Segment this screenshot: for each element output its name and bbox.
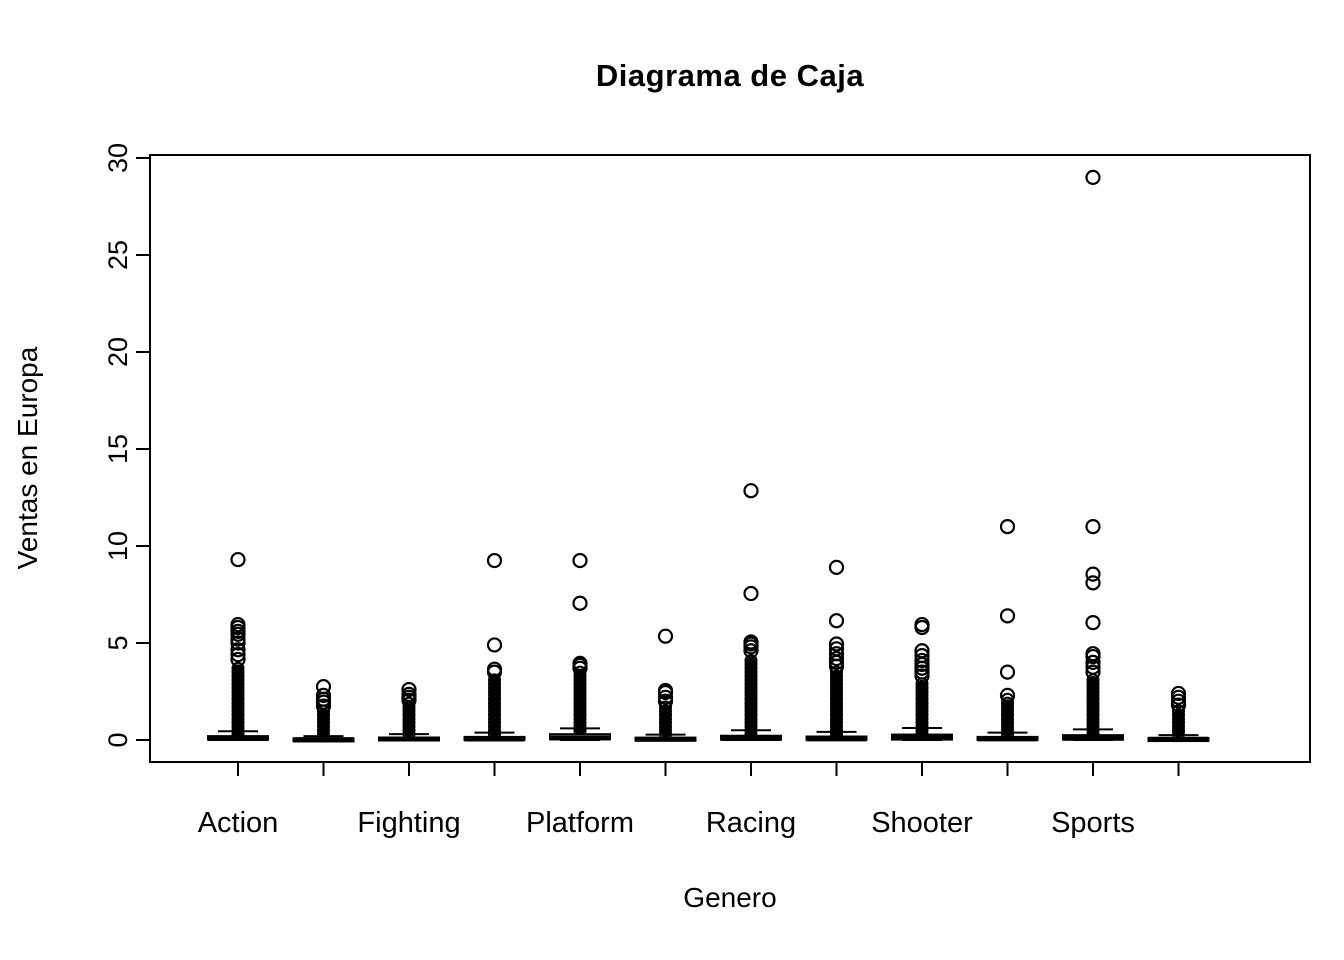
- outlier-point-dense: [1086, 681, 1100, 695]
- boxplot-group-action: [207, 551, 269, 741]
- outlier-point: [1085, 518, 1101, 535]
- y-axis-tick-label: 10: [103, 531, 133, 561]
- outlier-point: [657, 628, 674, 644]
- outlier-point: [572, 655, 588, 671]
- outlier-point: [914, 616, 930, 633]
- outlier-point: [743, 585, 759, 602]
- y-axis-tick-label: 25: [103, 240, 133, 270]
- outlier-point: [999, 664, 1016, 680]
- outlier-point: [828, 613, 845, 629]
- y-axis-tick-label: 30: [103, 143, 133, 173]
- outlier-point: [999, 608, 1016, 624]
- outlier-point-dense: [1001, 696, 1014, 710]
- outlier-point: [486, 637, 503, 653]
- boxplot-group-1: [292, 679, 355, 743]
- outlier-point-dense: [744, 653, 758, 667]
- outlier-point: [230, 616, 246, 633]
- outlier-point-dense: [488, 681, 501, 695]
- outlier-point-dense: [1172, 712, 1185, 726]
- outlier-point: [230, 551, 246, 568]
- outlier-point: [828, 636, 845, 652]
- outlier-point-dense: [659, 700, 672, 714]
- boxplot-group-sports: [1062, 169, 1124, 741]
- outlier-point: [828, 559, 845, 575]
- boxplot-group-shooter: [891, 616, 953, 741]
- outlier-point-dense: [231, 661, 245, 675]
- chart-title: Diagrama de Caja: [595, 58, 865, 93]
- outlier-point: [230, 642, 246, 658]
- outlier-point: [914, 648, 930, 664]
- x-axis-tick-label: Platform: [526, 807, 634, 839]
- y-axis-tick-label: 20: [103, 337, 133, 367]
- outlier-point-dense: [402, 704, 416, 718]
- boxplot-group-fighting: [378, 681, 440, 742]
- outlier-point: [486, 661, 503, 677]
- outlier-point: [1085, 575, 1101, 591]
- outlier-point-dense: [744, 657, 758, 671]
- outlier-point: [999, 518, 1016, 535]
- boxplot-group-racing: [720, 483, 782, 741]
- boxplot-group-7: [805, 559, 868, 742]
- outlier-point: [1085, 664, 1101, 680]
- x-axis-tick-label: Action: [198, 807, 279, 839]
- plot-frame: [149, 154, 1311, 763]
- outlier-point: [486, 552, 503, 569]
- outlier-point: [828, 646, 845, 662]
- outlier-point: [230, 647, 246, 663]
- outlier-point-dense: [1172, 708, 1185, 722]
- outlier-point-dense: [915, 685, 929, 698]
- x-axis-tick-label: Racing: [706, 807, 796, 839]
- outlier-point: [1085, 646, 1101, 662]
- outlier-point: [315, 687, 332, 703]
- outlier-point: [230, 651, 246, 668]
- outlier-point-dense: [231, 669, 245, 683]
- outlier-point: [1085, 615, 1101, 631]
- outlier-point-dense: [830, 673, 843, 687]
- outlier-point: [657, 682, 674, 699]
- boxplot-group-9: [976, 518, 1039, 742]
- x-axis-label: Genero: [683, 882, 777, 913]
- x-axis-tick-label: Sports: [1051, 807, 1135, 839]
- outlier-point: [230, 631, 246, 647]
- outlier-point: [1170, 685, 1187, 702]
- outlier-point: [657, 689, 674, 705]
- outlier-point: [828, 641, 845, 657]
- outlier-point-dense: [1172, 704, 1185, 718]
- outlier-point: [1085, 654, 1101, 671]
- outlier-point-dense: [830, 669, 843, 683]
- y-axis-tick-label: 5: [103, 635, 133, 650]
- outlier-point: [401, 681, 417, 698]
- outlier-point: [315, 679, 332, 695]
- outlier-point: [1085, 566, 1101, 582]
- outlier-point: [1085, 169, 1101, 185]
- outlier-point-dense: [659, 708, 672, 722]
- outlier-point: [743, 634, 759, 650]
- outlier-point: [914, 643, 930, 659]
- outlier-point-dense: [830, 665, 843, 679]
- outlier-point-dense: [659, 704, 672, 718]
- y-axis-tick-label: 0: [103, 732, 133, 747]
- outlier-point: [572, 595, 588, 611]
- outlier-point: [401, 686, 417, 703]
- boxplot-group-5: [634, 628, 697, 742]
- outlier-point: [572, 552, 588, 569]
- outlier-point: [743, 483, 759, 499]
- outlier-point: [914, 652, 930, 669]
- boxplot-group-platform: [549, 552, 611, 741]
- outlier-point: [828, 650, 845, 667]
- boxplot-group-3: [463, 552, 526, 742]
- x-axis-tick-label: Shooter: [871, 807, 973, 839]
- boxplot-group-11: [1147, 685, 1210, 743]
- y-axis-label: Ventas en Europa: [12, 346, 43, 570]
- outlier-point: [999, 687, 1016, 703]
- y-axis-tick-label: 15: [103, 434, 133, 464]
- outlier-point-dense: [744, 661, 758, 675]
- outlier-point-dense: [488, 673, 501, 687]
- x-axis-tick-label: Fighting: [357, 807, 460, 839]
